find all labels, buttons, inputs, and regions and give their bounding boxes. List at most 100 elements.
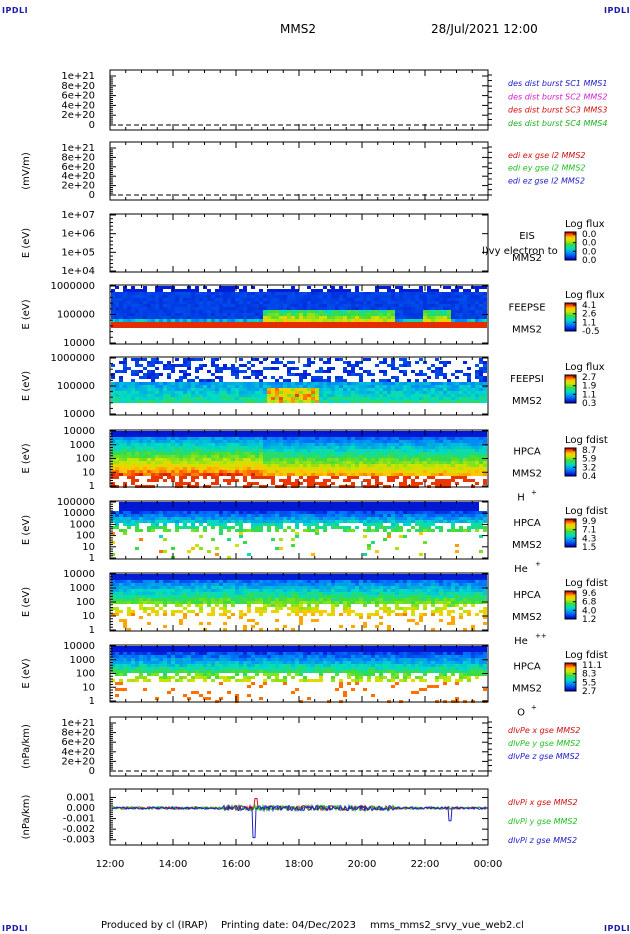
panel-9-species: O — [517, 708, 525, 719]
legend-entry: des dist burst SC4 MMS4 — [508, 119, 607, 128]
colorbar-cell — [565, 519, 576, 521]
colorbar-cell — [565, 543, 576, 545]
xaxis-tick-label: 22:00 — [411, 859, 440, 870]
colorbar-cell — [565, 319, 576, 321]
panel-9-ytick-label: 1 — [89, 696, 95, 707]
colorbar-cell — [565, 604, 576, 606]
colorbar-cell — [565, 394, 576, 396]
panel-4-cbar-tick: 1.1 — [582, 318, 596, 328]
panel-5-cbar-tick: 1.9 — [582, 382, 597, 392]
panel-6-charge: + — [531, 489, 537, 497]
colorbar-cell — [565, 599, 576, 601]
panel-6-cbar-tick: 0.4 — [582, 472, 597, 482]
colorbar-cell — [565, 318, 576, 320]
colorbar-cell — [565, 381, 576, 383]
panel-7-ytick-label: 100 — [76, 531, 95, 542]
colorbar-cell — [565, 524, 576, 526]
colorbar-cell — [565, 383, 576, 385]
colorbar-cell — [565, 539, 576, 541]
panel-3-ytick-label: 1e+07 — [61, 210, 95, 221]
colorbar-cell — [565, 449, 576, 451]
panel-7-cbar-title: Log fdist — [565, 506, 608, 517]
panel-9-ytick-label: 10000 — [63, 641, 95, 652]
colorbar-cell — [565, 393, 576, 395]
colorbar-cell — [565, 258, 576, 260]
panel-8-colorbar — [564, 590, 577, 620]
panel-3-ylabel: E (eV) — [21, 228, 32, 258]
panel-6-cbar-tick: 8.7 — [582, 446, 596, 456]
colorbar-cell — [565, 663, 576, 665]
colorbar-cell — [565, 379, 576, 381]
panel-2-ylabel: (mV/m) — [21, 152, 32, 190]
legend-entry: dlvPe y gse MMS2 — [508, 739, 580, 748]
legend-entry: dlvPi z gse MMS2 — [508, 836, 577, 845]
panel-11-ytick-label: -0.001 — [63, 814, 95, 825]
legend-entry: des dist burst SC1 MMS1 — [508, 79, 607, 88]
panel-8-instrument: HPCA — [513, 590, 541, 601]
panel-9-cbar-tick: 2.7 — [582, 687, 596, 697]
panel-10-ytick-label: 8e+20 — [61, 728, 95, 739]
colorbar-cell — [565, 538, 576, 540]
colorbar-cell — [565, 541, 576, 543]
colorbar-cell — [565, 601, 576, 603]
xaxis-tick-label: 20:00 — [348, 859, 377, 870]
colorbar-cell — [565, 395, 576, 397]
panel-5-spacecraft: MMS2 — [512, 396, 542, 407]
colorbar-cell — [565, 679, 576, 681]
legend-entry: dlvPi y gse MMS2 — [508, 817, 578, 826]
panel-1-ytick-label: 4e+20 — [61, 100, 95, 111]
corner-label-top-left: IPDLI — [2, 6, 29, 15]
colorbar-cell — [565, 611, 576, 613]
colorbar-cell — [565, 388, 576, 390]
panel-8-ytick-label: 10000 — [63, 569, 95, 580]
panel-6-ytick-label: 10000 — [63, 426, 95, 437]
panel-4-instrument: FEEPSE — [508, 303, 545, 314]
panel-7-species: He — [514, 564, 528, 575]
colorbar-cell — [565, 235, 576, 237]
footer-produced-by: Produced by cl (IRAP) — [101, 920, 208, 931]
panel-8-spacecraft: MMS2 — [512, 612, 542, 623]
panel-6-cbar-tick: 3.2 — [582, 463, 596, 473]
corner-label-bottom-right: IPDLI — [604, 924, 630, 933]
panel-3-spacecraft: MMS2 — [512, 253, 542, 264]
colorbar-cell — [565, 239, 576, 241]
colorbar-cell — [565, 236, 576, 238]
colorbar-cell — [565, 602, 576, 604]
panel-9-cbar-tick: 5.5 — [582, 678, 596, 688]
panel-9-charge: + — [531, 704, 537, 712]
panel-3-colorbar — [564, 231, 577, 261]
colorbar-cell — [565, 681, 576, 683]
panel-10-ytick-label: 6e+20 — [61, 737, 95, 748]
colorbar-cell — [565, 613, 576, 615]
colorbar-cell — [565, 523, 576, 525]
legend-entry: dlvPi x gse MMS2 — [508, 798, 578, 807]
colorbar-cell — [565, 391, 576, 393]
panel-1-ytick-label: 2e+20 — [61, 110, 95, 121]
panel-7-spacecraft: MMS2 — [512, 540, 542, 551]
panel-8-cbar-tick: 4.0 — [582, 606, 597, 616]
panel-8-ytick-label: 1000 — [70, 583, 95, 594]
panel-11-ytick-label: 0.000 — [66, 803, 95, 814]
colorbar-cell — [565, 327, 576, 329]
panel-2-ytick-label: 8e+20 — [61, 152, 95, 163]
panel-7-ytick-label: 10 — [82, 542, 95, 553]
colorbar-cell — [565, 468, 576, 470]
panel-7-instrument: HPCA — [513, 518, 541, 529]
colorbar-cell — [565, 451, 576, 453]
panel-4-ylabel: E (eV) — [21, 299, 32, 329]
colorbar-cell — [565, 452, 576, 454]
colorbar-cell — [565, 603, 576, 605]
panel-7-colorbar — [564, 518, 577, 548]
colorbar-cell — [565, 234, 576, 236]
colorbar-cell — [565, 675, 576, 677]
panel-5-ytick-label: 1000000 — [50, 353, 95, 364]
panel-7-ytick-label: 1 — [89, 553, 95, 564]
colorbar-cell — [565, 390, 576, 392]
colorbar-cell — [565, 595, 576, 597]
panel-7-ytick-label: 1000 — [70, 519, 95, 530]
colorbar-cell — [565, 677, 576, 679]
panel-7-cbar-tick: 9.9 — [582, 517, 597, 527]
panel-1-frame — [109, 69, 489, 131]
colorbar-cell — [565, 531, 576, 533]
colorbar-cell — [565, 593, 576, 595]
